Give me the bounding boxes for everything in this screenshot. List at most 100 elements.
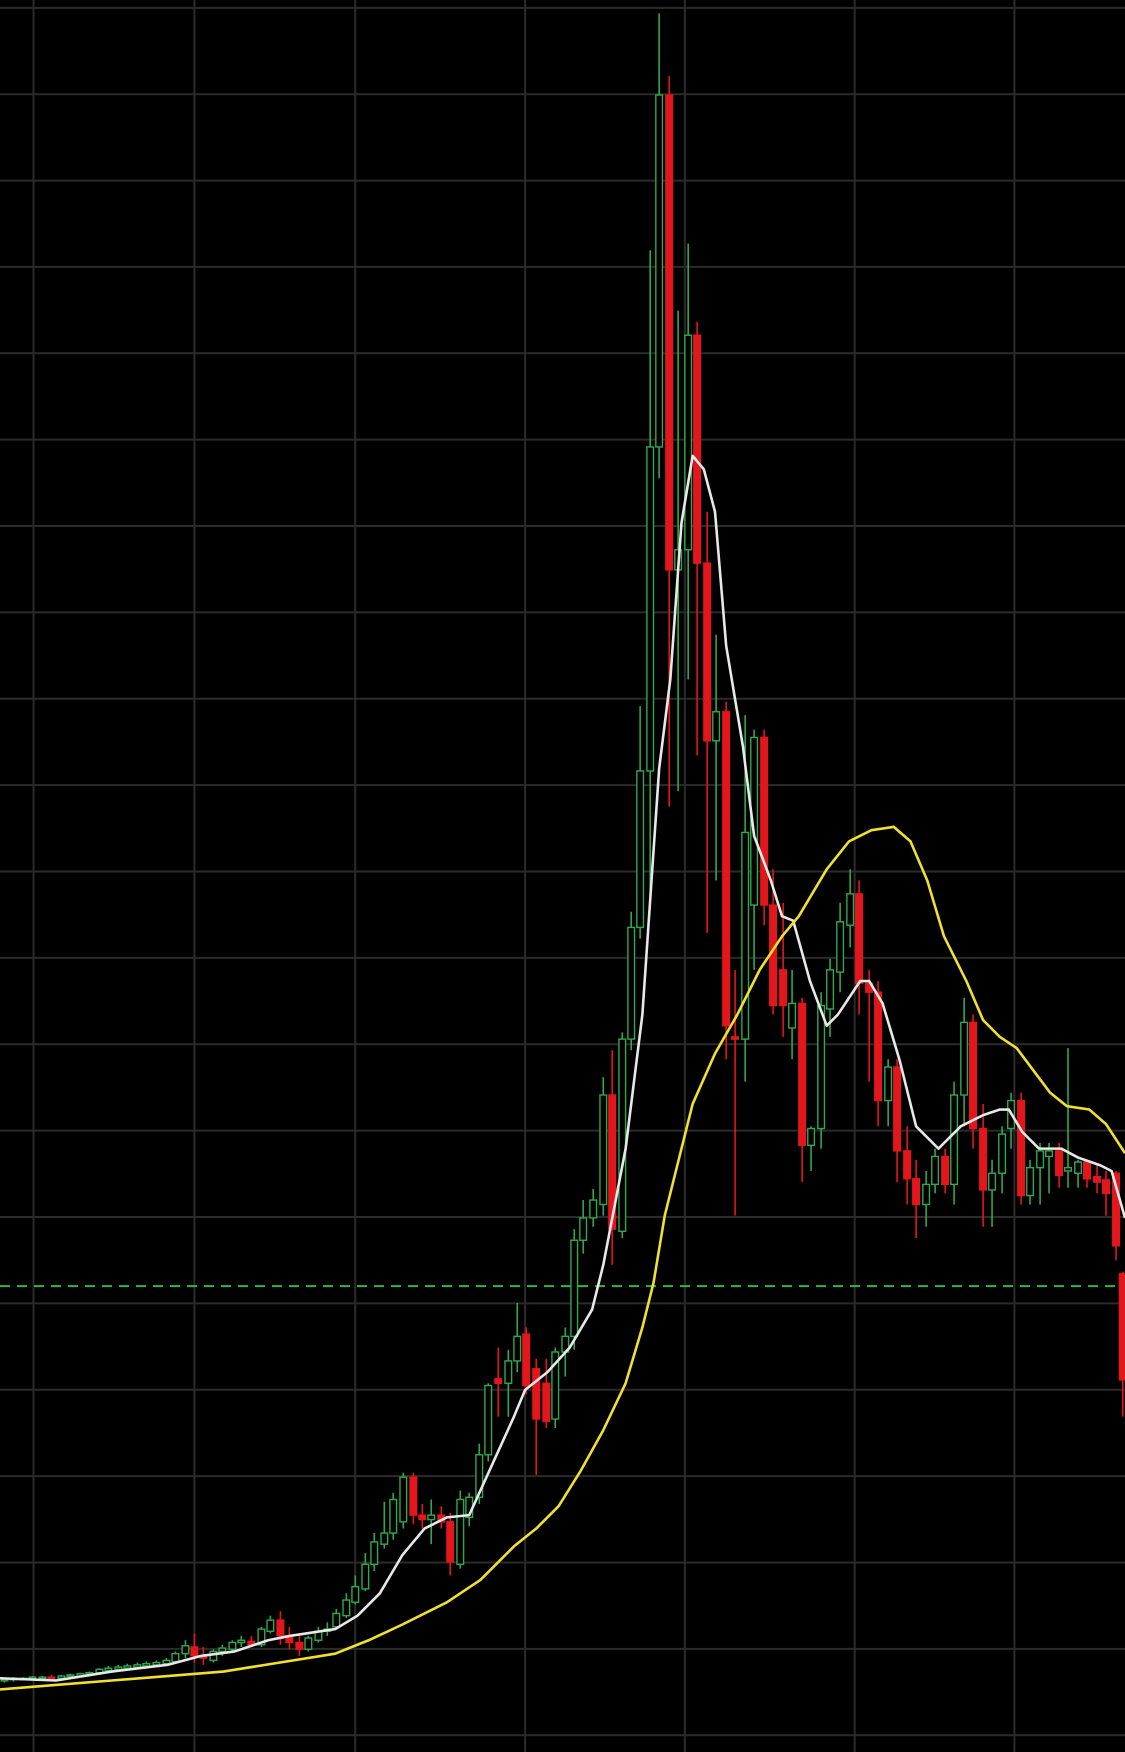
moving-average-line [0, 825, 1125, 1691]
candle-body [712, 711, 721, 742]
candle-body [399, 1476, 408, 1523]
candle-body [922, 1183, 931, 1206]
candle-body [532, 1368, 541, 1420]
candle-body [608, 1094, 617, 1230]
candle-body [351, 1585, 360, 1603]
candle-body [47, 1676, 56, 1680]
candle-body [389, 1498, 398, 1534]
candle-body [950, 1094, 959, 1186]
candle-body [484, 1384, 493, 1456]
candle-body [646, 446, 655, 772]
candle-body [655, 94, 664, 448]
candle-body [1074, 1161, 1083, 1174]
candle-body [342, 1599, 351, 1617]
candle-body [1045, 1150, 1054, 1158]
candle-body [941, 1155, 950, 1186]
candle-body [684, 334, 693, 551]
candle-body [998, 1133, 1007, 1174]
candle-body [570, 1239, 579, 1338]
candle-body [855, 893, 864, 984]
candle-body [551, 1351, 560, 1420]
candle-body [750, 736, 759, 906]
moving-average-line [0, 454, 1125, 1682]
candle-body [893, 1066, 902, 1152]
candle-body [152, 1661, 161, 1666]
candle-body [798, 1002, 807, 1146]
candle-body [618, 1038, 627, 1233]
candle-body [988, 1172, 997, 1191]
candle-body [218, 1647, 227, 1653]
candle-body [579, 1217, 588, 1241]
candle-body [104, 1667, 113, 1672]
candle-body [475, 1454, 484, 1498]
candle-body [884, 1066, 893, 1102]
candle-body [237, 1639, 246, 1644]
candle-body [1101, 1179, 1111, 1195]
candle-body [599, 1094, 608, 1206]
candle-body [807, 1127, 816, 1146]
candle-body [295, 1641, 304, 1650]
candle-body [741, 831, 750, 1040]
candle-body [542, 1382, 551, 1422]
candle-body [703, 562, 712, 742]
candle-body [427, 1514, 436, 1521]
candle-body [257, 1628, 266, 1646]
candle-body [817, 1004, 826, 1130]
candle-body [846, 893, 855, 926]
candle-body [722, 711, 731, 1027]
candle-body [760, 736, 769, 906]
candle-body [171, 1652, 180, 1663]
candle-body [779, 969, 788, 1007]
candle-body [513, 1335, 522, 1362]
candle-body [142, 1663, 151, 1667]
candle-body [589, 1199, 598, 1219]
candle-body [1055, 1150, 1064, 1177]
candle-body [1036, 1150, 1045, 1169]
candle-body [903, 1150, 912, 1180]
candle-body [418, 1514, 427, 1521]
candle-body [969, 1021, 978, 1130]
candle-body [1118, 1273, 1125, 1381]
candle-body [123, 1665, 132, 1669]
candle-body [960, 1021, 969, 1096]
candle-body [446, 1521, 455, 1563]
candle-body [627, 926, 636, 1040]
candle-body [190, 1646, 199, 1657]
candle-body [181, 1645, 190, 1655]
candle-body [1093, 1175, 1102, 1183]
candle-body [304, 1637, 313, 1650]
candle-body [332, 1612, 341, 1628]
candle-body [912, 1178, 921, 1206]
candle-body [788, 1002, 797, 1029]
candle-body [836, 921, 845, 973]
candle-body [380, 1532, 389, 1545]
candle-body [979, 1127, 988, 1191]
candle-body [522, 1333, 531, 1387]
candle-body [456, 1498, 465, 1565]
candle-body [1064, 1166, 1073, 1172]
candle-body [38, 1676, 47, 1680]
candle-body [1026, 1166, 1035, 1197]
candle-body [1112, 1172, 1121, 1247]
candle-body [874, 991, 883, 1102]
candle-body [114, 1666, 123, 1671]
candle-body [693, 334, 702, 564]
candle-body [228, 1641, 237, 1650]
candle-body [276, 1619, 285, 1637]
candle-body [1017, 1099, 1026, 1197]
candle-body [731, 1036, 740, 1040]
candle-body [494, 1378, 503, 1384]
candle-body [826, 969, 835, 1010]
candle-body [370, 1541, 379, 1565]
candle-body [57, 1675, 66, 1679]
candle-body [133, 1664, 142, 1668]
candle-body [361, 1563, 370, 1590]
candle-body [409, 1476, 418, 1516]
candle-body [636, 770, 645, 929]
candle-body [504, 1360, 513, 1384]
candle-body [66, 1674, 75, 1678]
candle-body [665, 94, 674, 571]
candle-body [1082, 1161, 1092, 1180]
